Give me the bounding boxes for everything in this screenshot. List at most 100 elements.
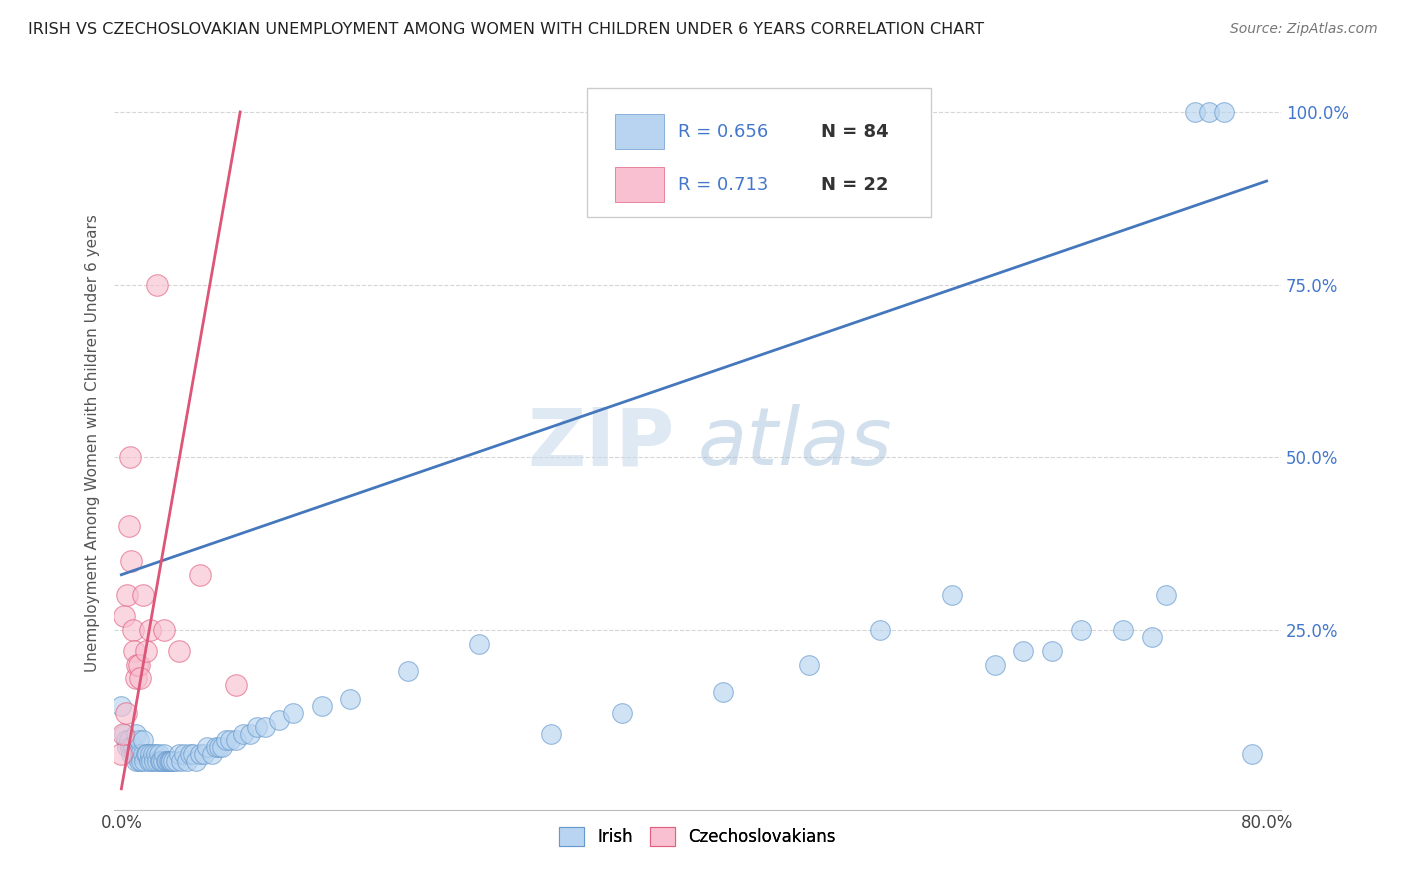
Point xyxy=(205,740,228,755)
Point xyxy=(128,733,150,747)
Point xyxy=(165,754,187,768)
Point xyxy=(188,567,211,582)
Point xyxy=(1212,105,1234,120)
Point xyxy=(117,519,139,533)
Point xyxy=(160,754,183,768)
Point xyxy=(225,733,247,747)
Point xyxy=(141,754,163,768)
Point xyxy=(193,747,215,762)
Point xyxy=(232,726,254,740)
Point xyxy=(195,740,218,755)
Text: N = 84: N = 84 xyxy=(821,122,889,141)
Point xyxy=(311,698,333,713)
Bar xyxy=(614,167,664,202)
Point xyxy=(131,754,153,768)
Point xyxy=(200,747,222,762)
Point xyxy=(132,747,155,762)
Point xyxy=(152,754,174,768)
Point xyxy=(142,747,165,762)
Point xyxy=(1140,630,1163,644)
Point xyxy=(281,706,304,720)
Point xyxy=(184,754,207,768)
Point xyxy=(120,554,142,568)
Point xyxy=(136,747,159,762)
Point xyxy=(162,754,184,768)
Point xyxy=(122,747,145,762)
Point xyxy=(179,747,201,762)
Point xyxy=(1241,747,1264,762)
Point xyxy=(1156,589,1178,603)
Point xyxy=(115,740,138,755)
Point xyxy=(225,678,247,692)
Point xyxy=(173,747,195,762)
Point xyxy=(117,733,139,747)
Point xyxy=(246,720,269,734)
Point xyxy=(612,706,634,720)
Point xyxy=(396,665,419,679)
Point xyxy=(176,754,198,768)
Point xyxy=(983,657,1005,672)
Point xyxy=(170,754,193,768)
Point xyxy=(1184,105,1206,120)
Point xyxy=(112,726,135,740)
Point xyxy=(139,623,162,637)
Point xyxy=(128,657,150,672)
Point xyxy=(127,747,149,762)
Point xyxy=(188,747,211,762)
Point xyxy=(339,692,361,706)
Point xyxy=(157,754,180,768)
Point xyxy=(135,643,157,657)
Point xyxy=(132,733,155,747)
Point xyxy=(115,589,138,603)
Point xyxy=(120,747,142,762)
Point xyxy=(122,643,145,657)
Point xyxy=(145,747,167,762)
Text: ZIP: ZIP xyxy=(527,404,675,483)
Point xyxy=(143,754,166,768)
Point xyxy=(219,733,242,747)
Point xyxy=(711,685,734,699)
Point xyxy=(941,589,963,603)
Point xyxy=(135,747,157,762)
Point xyxy=(215,733,238,747)
Point xyxy=(124,726,146,740)
Point xyxy=(153,747,176,762)
Point xyxy=(153,623,176,637)
Point xyxy=(134,754,156,768)
Point xyxy=(124,671,146,685)
Point xyxy=(111,726,134,740)
Point xyxy=(112,609,135,624)
Point xyxy=(468,637,491,651)
Text: N = 22: N = 22 xyxy=(821,176,889,194)
Point xyxy=(110,698,132,713)
Point xyxy=(1198,105,1220,120)
Point xyxy=(167,747,190,762)
Point xyxy=(181,747,204,762)
Point xyxy=(869,623,891,637)
Point xyxy=(1112,623,1135,637)
Point xyxy=(150,754,173,768)
Point xyxy=(159,754,181,768)
Point xyxy=(1070,623,1092,637)
Text: Source: ZipAtlas.com: Source: ZipAtlas.com xyxy=(1230,22,1378,37)
Text: atlas: atlas xyxy=(697,404,893,483)
Point xyxy=(127,657,149,672)
Point xyxy=(797,657,820,672)
Y-axis label: Unemployment Among Women with Children Under 6 years: Unemployment Among Women with Children U… xyxy=(86,215,100,673)
Point xyxy=(114,733,136,747)
Point xyxy=(121,740,143,755)
Point xyxy=(149,754,172,768)
Text: R = 0.713: R = 0.713 xyxy=(678,176,768,194)
Point xyxy=(114,706,136,720)
Point xyxy=(146,277,169,292)
Bar xyxy=(614,114,664,149)
Point xyxy=(146,754,169,768)
Point xyxy=(110,747,132,762)
Point xyxy=(239,726,262,740)
Point xyxy=(129,671,152,685)
Point xyxy=(132,589,155,603)
Point xyxy=(267,713,290,727)
Point xyxy=(124,754,146,768)
FancyBboxPatch shape xyxy=(586,88,931,217)
Legend: Irish, Czechoslovakians: Irish, Czechoslovakians xyxy=(553,820,842,853)
